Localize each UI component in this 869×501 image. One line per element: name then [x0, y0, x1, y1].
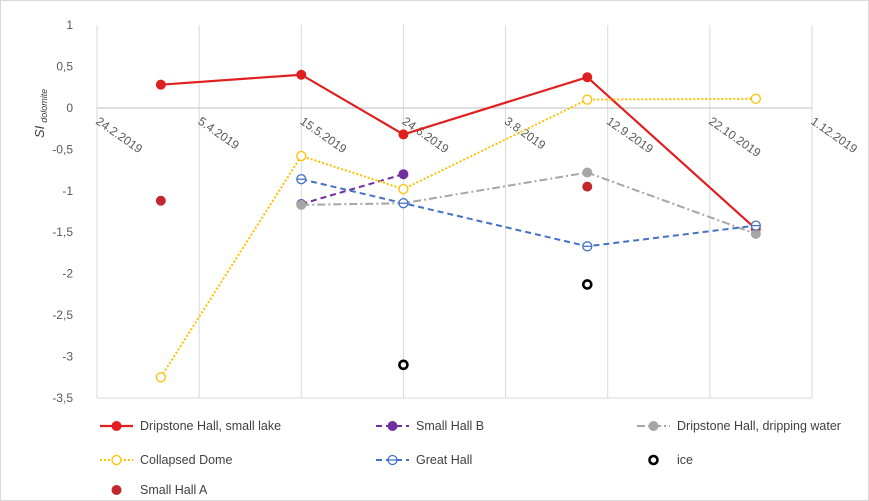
data-point [111, 421, 122, 431]
series-6 [155, 181, 593, 206]
data-point [582, 72, 593, 83]
data-point [296, 174, 307, 185]
data-point [387, 454, 398, 466]
data-point [111, 485, 122, 495]
legend-label: Collapsed Dome [140, 453, 232, 467]
data-point [155, 79, 166, 90]
series-layer [155, 69, 761, 383]
data-point [398, 129, 409, 140]
data-point [296, 69, 307, 80]
y-tick-label: 0,5 [56, 59, 73, 73]
y-tick-label: 0 [66, 101, 73, 115]
data-point [582, 167, 593, 178]
series-4 [296, 174, 761, 252]
data-point [155, 195, 166, 206]
data-point [581, 279, 593, 290]
legend-item: Dripstone Hall, small lake [100, 419, 281, 433]
y-axis-label-main: SI [32, 125, 47, 138]
legend-label: Small Hall A [140, 483, 208, 497]
data-point [296, 199, 307, 210]
grid-layer [96, 25, 813, 399]
legend-item: Great Hall [376, 453, 472, 467]
legend-label: Dripstone Hall, small lake [140, 419, 281, 433]
y-tick-label: -0,5 [52, 142, 73, 156]
data-point [582, 241, 593, 252]
y-tick-label: -3,5 [52, 391, 73, 405]
legend-label: Small Hall B [416, 419, 484, 433]
legend-label: Dripstone Hall, dripping water [677, 419, 841, 433]
legend-item: ice [648, 453, 693, 467]
data-point [582, 181, 593, 192]
data-point [398, 198, 409, 209]
legend-item: Dripstone Hall, dripping water [637, 419, 841, 433]
legend-item: Small Hall A [111, 483, 208, 497]
data-point [648, 454, 659, 466]
data-point [155, 372, 166, 383]
data-point [648, 421, 659, 431]
data-point [387, 421, 398, 431]
legend-label: ice [677, 453, 693, 467]
legend-label: Great Hall [416, 453, 472, 467]
series-0 [155, 69, 761, 234]
data-point [398, 183, 409, 195]
y-axis-label-subscript: dolomite [39, 89, 49, 123]
series-line [301, 171, 757, 235]
series-3 [155, 93, 761, 383]
data-point [296, 150, 307, 162]
series-line [301, 178, 756, 248]
data-point [582, 94, 593, 105]
y-tick-label: -2,5 [52, 308, 73, 322]
data-point [111, 454, 122, 466]
data-point [750, 220, 761, 231]
y-tick-label: -1 [62, 184, 73, 198]
y-axis-label: SI dolomite [32, 89, 49, 138]
data-point [750, 93, 761, 104]
legend-item: Collapsed Dome [100, 453, 232, 467]
series-line [301, 173, 404, 205]
y-tick-label: -2 [62, 267, 73, 281]
data-point [398, 359, 409, 371]
y-tick-label: -1,5 [52, 225, 73, 239]
y-tick-label: 1 [66, 18, 73, 32]
legend: Dripstone Hall, small lake Small Hall B Dr… [100, 419, 841, 497]
legend-item: Small Hall B [376, 419, 484, 433]
y-tick-label: -3 [62, 350, 73, 364]
data-point [398, 169, 409, 180]
series-5 [398, 279, 593, 371]
